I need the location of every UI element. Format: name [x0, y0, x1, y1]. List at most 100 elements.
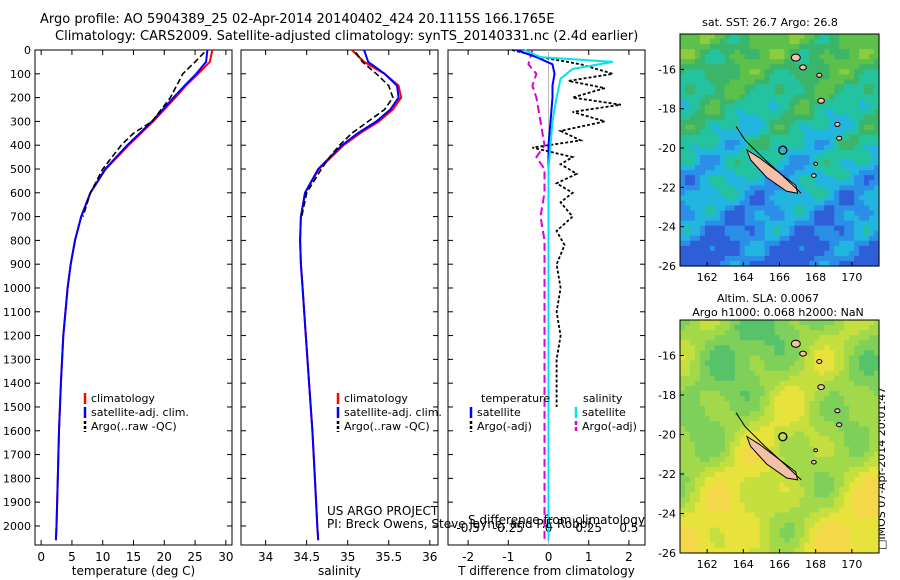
- sst-map-xtick-label: 170: [841, 271, 862, 284]
- sla-map-xtick-label: 162: [697, 558, 718, 571]
- sst-map-ytick-label: -22: [658, 181, 676, 194]
- sst-map-xtick-label: 168: [805, 271, 826, 284]
- depth-ytick-label: 1300: [3, 353, 31, 366]
- sst-map-land-islet: [836, 135, 843, 141]
- depth-ytick-label: 2000: [3, 520, 31, 533]
- salinity-axes: [240, 49, 439, 546]
- sla-map-land-islet: [813, 448, 819, 453]
- depth-ytick-label: 1100: [3, 306, 31, 319]
- difference-legend-s-argo-label: Argo(-adj): [582, 420, 637, 433]
- temperature-satellite-adj-line: [54, 49, 209, 541]
- temperature-xtick-label: 0: [37, 550, 45, 564]
- sla-map-land-islet: [817, 384, 825, 391]
- sla-map-ytick-label: -16: [658, 350, 676, 363]
- sst-map-land-islet: [811, 173, 817, 178]
- difference-xtick-label: 0: [545, 550, 553, 564]
- sst-map-ytick-label: -16: [658, 63, 676, 76]
- sst-map-land-islet: [790, 53, 801, 62]
- sst-map-ytick-label: -26: [658, 260, 676, 273]
- sst-map-xtick-label: 162: [697, 271, 718, 284]
- difference-salinity-tick-label: -0.5: [456, 521, 479, 535]
- temperature-axes: [34, 49, 233, 546]
- depth-ytick-label: 1200: [3, 330, 31, 343]
- sla-map-float-marker: [778, 432, 788, 442]
- sst-map-title: sat. SST: 26.7 Argo: 26.8: [702, 16, 838, 29]
- depth-ytick-label: 900: [10, 258, 31, 271]
- temperature-xtick-label: 10: [95, 550, 110, 564]
- sla-map-title-line1: Altim. SLA: 0.0067: [717, 292, 819, 305]
- sla-map-land-islet: [836, 422, 843, 428]
- sla-map-xtick-label: 164: [733, 558, 754, 571]
- sla-map-land-islet: [799, 350, 807, 357]
- depth-ytick-label: 400: [10, 139, 31, 152]
- temperature-xtick-label: 25: [187, 550, 202, 564]
- difference-xtick-label: 2: [625, 550, 633, 564]
- temperature-legend-argo-label: Argo(..raw -QC): [91, 420, 177, 433]
- difference-legend-t-satellite-label: satellite: [477, 406, 521, 419]
- depth-ytick-label: 1700: [3, 449, 31, 462]
- depth-ytick-label: 0: [24, 44, 31, 57]
- depth-ytick-label: 1600: [3, 425, 31, 438]
- temperature-xlabel: temperature (deg C): [72, 564, 195, 578]
- depth-ytick-label: 700: [10, 211, 31, 224]
- depth-ytick-label: 600: [10, 187, 31, 200]
- sst-map-field: [680, 34, 880, 267]
- depth-ytick-label: 1500: [3, 401, 31, 414]
- sst-map-land-islet: [813, 161, 819, 166]
- sst-map-land-new-caledonia: [745, 148, 799, 194]
- sst-map-xtick-label: 166: [769, 271, 790, 284]
- sla-map-ytick-label: -24: [658, 508, 676, 521]
- sla-map-title-line2: Argo h1000: 0.068 h2000: NaN: [692, 306, 864, 319]
- sst-map-land-islet: [799, 64, 807, 71]
- salinity-satellite-adj-line: [299, 49, 400, 541]
- difference-xtick-label: -2: [462, 550, 474, 564]
- temperature-xtick-label: 15: [126, 550, 141, 564]
- figure-title-line1: Argo profile: AO 5904389_25 02-Apr-2014 …: [40, 12, 555, 27]
- sst-map-float-marker: [778, 145, 788, 155]
- credits-pi: PI: Breck Owens, Steve Jayne, and P.E Ro…: [327, 517, 591, 531]
- temperature-xtick-label: 5: [68, 550, 76, 564]
- salinity-xtick-label: 34: [258, 550, 273, 564]
- sst-map-land-islet: [816, 72, 823, 78]
- difference-xtick-label: 1: [585, 550, 593, 564]
- depth-ytick-label: 200: [10, 92, 31, 105]
- sla-map-ytick-label: -20: [658, 429, 676, 442]
- sst-map-xtick-label: 164: [733, 271, 754, 284]
- salinity-legend-climatology-label: climatology: [344, 392, 408, 405]
- salinity-xtick-label: 34.5: [293, 550, 320, 564]
- depth-ytick-label: 1000: [3, 282, 31, 295]
- difference-salinity-argo-line: [527, 49, 546, 541]
- depth-ytick-label: 1900: [3, 496, 31, 509]
- temperature-xtick-label: 20: [157, 550, 172, 564]
- sla-map-ytick-label: -26: [658, 547, 676, 560]
- credits-project: US ARGO PROJECT: [327, 504, 439, 518]
- sla-map-land-islet: [816, 359, 823, 364]
- difference-axes: [447, 49, 646, 546]
- sst-map-ytick-label: -18: [658, 103, 676, 116]
- difference-xlabel: T difference from climatology: [457, 564, 635, 578]
- sla-map-xtick-label: 170: [841, 558, 862, 571]
- sla-map-xtick-label: 166: [769, 558, 790, 571]
- sla-map-reef-outline: [735, 412, 802, 481]
- difference-salinity-tick-label: 0.5: [619, 521, 638, 535]
- difference-temperature-argo-line: [512, 49, 622, 407]
- sla-map-land-islet: [790, 339, 801, 348]
- salinity-legend-argo-label: Argo(..raw -QC): [344, 420, 430, 433]
- difference-legend-s-satellite-label: satellite: [582, 406, 626, 419]
- temperature-argo-line: [82, 51, 205, 217]
- difference-top-label: S difference from climatology: [468, 513, 645, 527]
- sst-map-ytick-label: -24: [658, 221, 676, 234]
- sla-map-land-new-caledonia: [745, 435, 799, 481]
- salinity-argo-line: [300, 51, 394, 217]
- temperature-climatology-line: [54, 49, 214, 541]
- depth-ytick-label: 1400: [3, 377, 31, 390]
- difference-salinity-satellite-line: [523, 49, 613, 541]
- depth-ytick-label: 100: [10, 68, 31, 81]
- salinity-xtick-label: 35.5: [375, 550, 402, 564]
- sst-map-ytick-label: -20: [658, 142, 676, 155]
- depth-ytick-label: 500: [10, 163, 31, 176]
- sla-map-ytick-label: -22: [658, 468, 676, 481]
- figure-title-line2: Climatology: CARS2009. Satellite-adjuste…: [55, 29, 639, 44]
- sla-map-land-islet: [811, 459, 817, 465]
